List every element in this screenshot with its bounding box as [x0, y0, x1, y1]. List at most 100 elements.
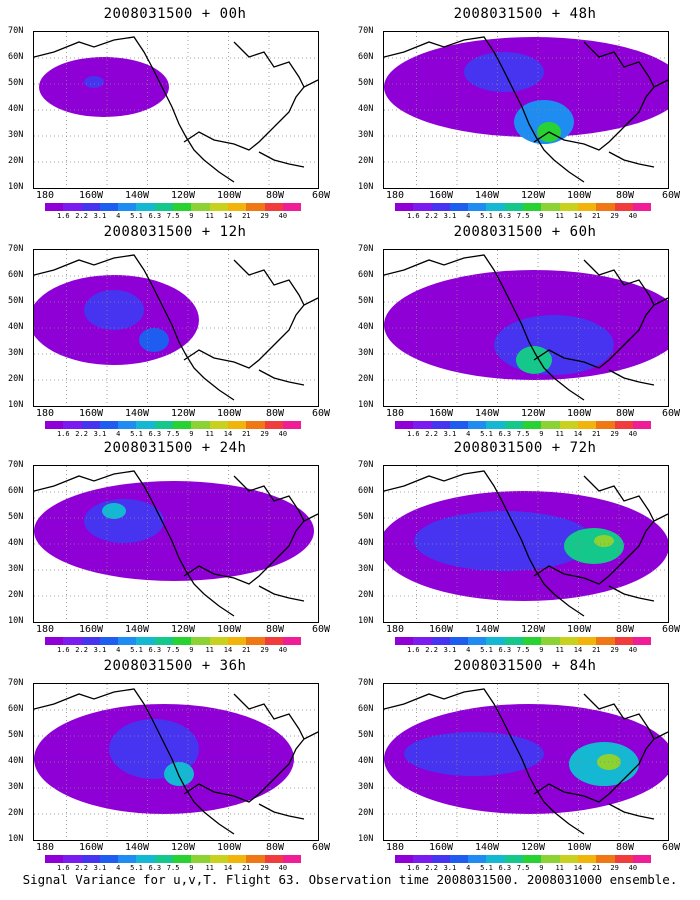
- lon-tick-label: 100W: [216, 624, 242, 635]
- variance-map: [384, 250, 668, 406]
- lon-tick-label: 80W: [615, 624, 635, 635]
- colorbar-label: 21: [592, 646, 601, 654]
- colorbar-swatch: [154, 421, 174, 429]
- colorbar-label: 14: [223, 646, 233, 654]
- colorbar-swatch: [264, 855, 283, 863]
- variance-map: [384, 32, 668, 188]
- map-plot-area: [33, 465, 319, 623]
- colorbar-label: 2.2: [425, 646, 438, 654]
- lon-tick-label: 120W: [170, 842, 196, 853]
- colorbar-label: 6.3: [498, 430, 512, 438]
- colorbar-swatch: [154, 637, 174, 645]
- colorbar-swatch: [81, 855, 100, 863]
- colorbar-label: 7.5: [516, 212, 530, 220]
- colorbar-swatch: [227, 203, 247, 211]
- lat-tick-label: 50N: [8, 730, 24, 740]
- lat-tick-label: 30N: [358, 130, 374, 140]
- lon-tick-label: 160W: [428, 190, 454, 201]
- colorbar-label: 11: [205, 864, 214, 872]
- colorbar-swatch: [282, 203, 302, 211]
- lat-tick-label: 70N: [358, 678, 374, 688]
- lat-tick-label: 30N: [8, 130, 24, 140]
- colorbar-swatch: [596, 855, 615, 863]
- colorbar-swatch: [449, 855, 469, 863]
- colorbar-swatch: [577, 855, 597, 863]
- colorbar: [395, 203, 652, 211]
- lon-tick-label: 140W: [124, 190, 150, 201]
- lat-tick-label: 30N: [8, 348, 24, 358]
- variance-region: [139, 328, 169, 352]
- colorbar-label: 40: [278, 864, 288, 872]
- panel-title: 2008031500 + 24h: [103, 440, 247, 456]
- lon-tick-label: 80W: [265, 842, 285, 853]
- lat-tick-label: 30N: [8, 782, 24, 792]
- colorbar-label: 29: [610, 646, 619, 654]
- colorbar-swatch: [577, 203, 597, 211]
- variance-map: [34, 32, 318, 188]
- lat-tick-label: 50N: [358, 512, 374, 522]
- colorbar-label: 5.1: [480, 212, 493, 220]
- variance-region: [564, 528, 624, 564]
- colorbar-swatch: [45, 637, 64, 645]
- lat-tick-label: 20N: [358, 808, 374, 818]
- lat-tick-label: 20N: [358, 156, 374, 166]
- lon-tick-label: 80W: [265, 190, 285, 201]
- figure-caption: Signal Variance for u,v,T. Flight 63. Ob…: [22, 872, 678, 887]
- colorbar-swatch: [191, 855, 210, 863]
- colorbar-swatch: [227, 421, 247, 429]
- lon-tick-label: 180: [385, 190, 405, 201]
- colorbar-swatch: [431, 855, 450, 863]
- colorbar-swatch: [504, 637, 524, 645]
- colorbar-swatch: [523, 203, 542, 211]
- colorbar-swatch: [395, 637, 414, 645]
- colorbar-swatch: [209, 637, 228, 645]
- lon-tick-label: 60W: [311, 408, 331, 419]
- lat-tick-label: 20N: [8, 808, 24, 818]
- lat-tick-label: 50N: [358, 730, 374, 740]
- colorbar-label: 29: [260, 864, 269, 872]
- lat-tick-label: 20N: [8, 156, 24, 166]
- lon-tick-label: 180: [35, 624, 55, 635]
- colorbar-swatch: [136, 637, 155, 645]
- colorbar: [45, 637, 302, 645]
- variance-map: [34, 684, 318, 840]
- lon-tick-label: 140W: [124, 408, 150, 419]
- colorbar-swatch: [413, 637, 432, 645]
- colorbar-swatch: [468, 421, 487, 429]
- lat-tick-label: 40N: [8, 756, 24, 766]
- colorbar-swatch: [559, 203, 578, 211]
- colorbar-swatch: [596, 203, 615, 211]
- colorbar-label: 40: [628, 864, 638, 872]
- variance-region: [164, 762, 194, 786]
- map-plot-area: [383, 31, 669, 189]
- map-panel: 2008031500 + 60h 70N 60N 50N 40N 30N 20N 10N 180…: [350, 218, 700, 438]
- colorbar-swatch: [264, 421, 283, 429]
- colorbar-swatch: [632, 855, 652, 863]
- colorbar-swatch: [264, 203, 283, 211]
- coastline: [34, 254, 318, 401]
- colorbar-label: 5.1: [480, 430, 493, 438]
- lat-tick-label: 20N: [8, 374, 24, 384]
- variance-region: [84, 76, 104, 88]
- colorbar-swatch: [173, 855, 192, 863]
- colorbar-label: 21: [592, 212, 601, 220]
- colorbar-label: 14: [223, 430, 233, 438]
- lat-tick-label: 30N: [358, 348, 374, 358]
- colorbar-swatch: [118, 421, 137, 429]
- colorbar-swatch: [63, 637, 82, 645]
- lon-tick-label: 120W: [520, 624, 546, 635]
- lat-tick-label: 50N: [8, 296, 24, 306]
- lat-tick-label: 70N: [8, 26, 24, 36]
- colorbar-swatch: [45, 421, 64, 429]
- lat-tick-label: 50N: [8, 78, 24, 88]
- lon-tick-label: 120W: [520, 842, 546, 853]
- lon-tick-label: 80W: [265, 624, 285, 635]
- colorbar-label: 11: [555, 430, 564, 438]
- colorbar-label: 7.5: [516, 430, 530, 438]
- colorbar-swatch: [523, 421, 542, 429]
- lon-tick-label: 80W: [615, 408, 635, 419]
- colorbar-swatch: [63, 855, 82, 863]
- lat-tick-label: 40N: [8, 538, 24, 548]
- lat-tick-label: 50N: [358, 78, 374, 88]
- colorbar-swatch: [99, 637, 119, 645]
